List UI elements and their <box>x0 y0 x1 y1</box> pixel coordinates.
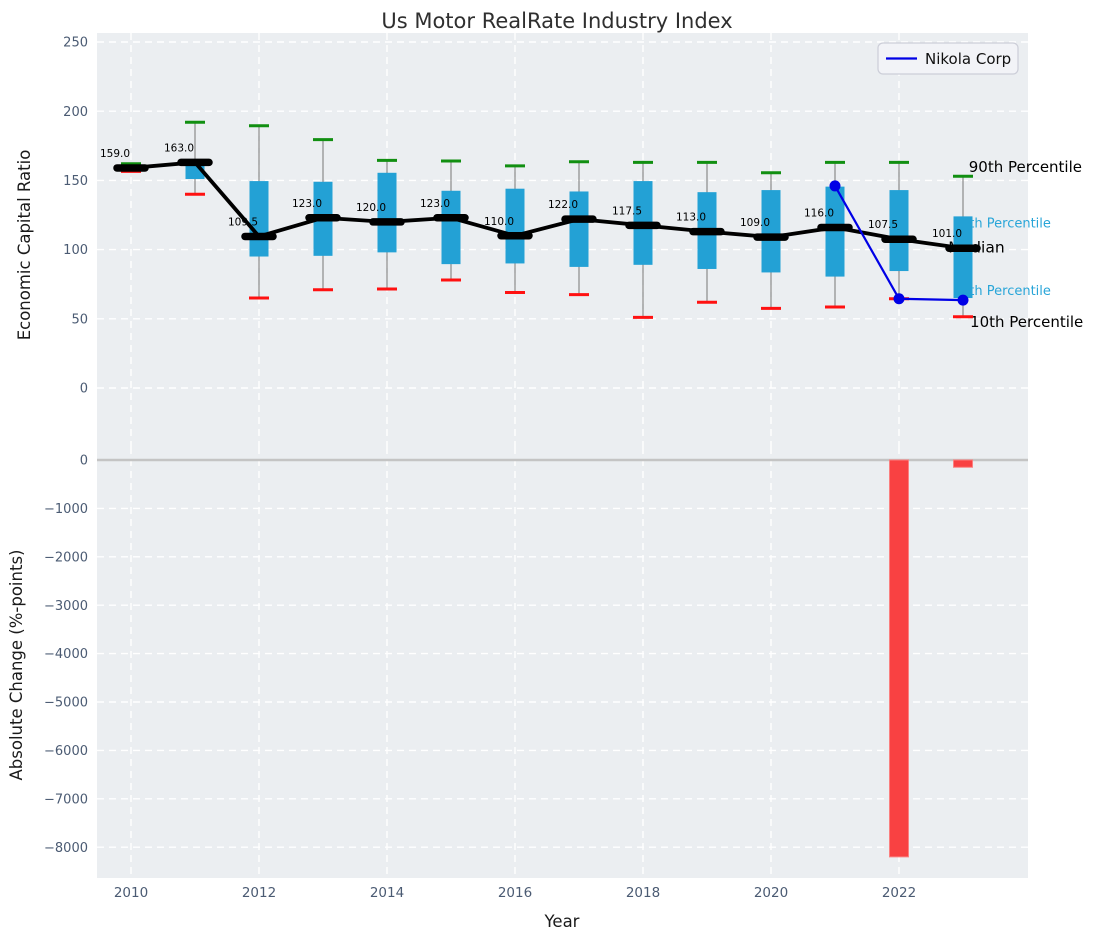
bottom-y-tick-label: −6000 <box>44 744 88 759</box>
nikola-point <box>893 293 905 305</box>
iqr-box <box>441 190 461 265</box>
change-bar <box>953 459 973 468</box>
percentile-annotation: 75th Percentile <box>953 217 1051 232</box>
median-value-label: 123.0 <box>292 198 322 210</box>
median-value-label: 101.0 <box>932 228 962 240</box>
nikola-point <box>829 180 841 192</box>
change-bar <box>889 459 909 858</box>
bottom-y-tick-label: −5000 <box>44 696 88 711</box>
legend-label: Nikola Corp <box>925 50 1011 68</box>
x-tick-label: 2014 <box>370 885 404 901</box>
x-tick-label: 2018 <box>626 885 660 901</box>
median-value-label: 107.5 <box>868 219 898 231</box>
bottom-y-tick-label: −4000 <box>44 647 88 662</box>
iqr-box <box>569 191 589 267</box>
top-y-axis-label: Economic Capital Ratio <box>15 150 34 341</box>
bottom-y-tick-label: −2000 <box>44 550 88 565</box>
bottom-y-tick-label: −8000 <box>44 841 88 856</box>
legend-box <box>877 42 1019 75</box>
bottom-y-axis-label: Absolute Change (%-points) <box>7 550 26 781</box>
median-value-label: 110.0 <box>484 216 514 228</box>
median-value-label: 122.0 <box>548 199 578 211</box>
x-tick-label: 2010 <box>114 885 148 901</box>
legend: Nikola Corp <box>877 42 1019 75</box>
iqr-box <box>889 190 909 272</box>
nikola-point <box>957 294 969 306</box>
top-y-tick-label: 150 <box>63 174 88 189</box>
iqr-box <box>761 190 781 273</box>
top-y-tick-label: 50 <box>71 312 88 327</box>
iqr-box <box>377 172 397 253</box>
x-tick-label: 2022 <box>882 885 916 901</box>
median-value-label: 109.0 <box>740 217 770 229</box>
x-axis-label: Year <box>544 912 580 931</box>
iqr-box <box>825 186 845 277</box>
chart-title: Us Motor RealRate Industry Index <box>381 9 732 33</box>
top-y-tick-label: 0 <box>80 382 88 397</box>
median-value-label: 117.5 <box>612 205 642 217</box>
median-value-label: 123.0 <box>420 198 450 210</box>
x-tick-label: 2016 <box>498 885 532 901</box>
x-tick-label: 2020 <box>754 885 788 901</box>
x-tick-label: 2012 <box>242 885 276 901</box>
bottom-y-tick-label: −1000 <box>44 502 88 517</box>
bottom-y-tick-label: 0 <box>80 454 88 469</box>
percentile-annotation: 10th Percentile <box>970 313 1083 331</box>
median-value-label: 159.0 <box>100 148 130 160</box>
bottom-y-tick-label: −3000 <box>44 599 88 614</box>
median-value-label: 120.0 <box>356 202 386 214</box>
top-y-tick-label: 250 <box>63 36 88 51</box>
percentile-annotation: 90th Percentile <box>969 158 1082 176</box>
top-y-tick-label: 200 <box>63 105 88 120</box>
median-value-label: 113.0 <box>676 212 706 224</box>
median-value-label: 109.5 <box>228 216 258 228</box>
bottom-panel-background <box>97 447 1028 878</box>
top-y-tick-label: 100 <box>63 243 88 258</box>
bottom-y-tick-label: −7000 <box>44 792 88 807</box>
percentile-annotation: 25th Percentile <box>953 284 1051 299</box>
median-value-label: 163.0 <box>164 142 194 154</box>
iqr-box <box>505 188 525 264</box>
median-value-label: 116.0 <box>804 207 834 219</box>
iqr-box <box>953 216 973 299</box>
